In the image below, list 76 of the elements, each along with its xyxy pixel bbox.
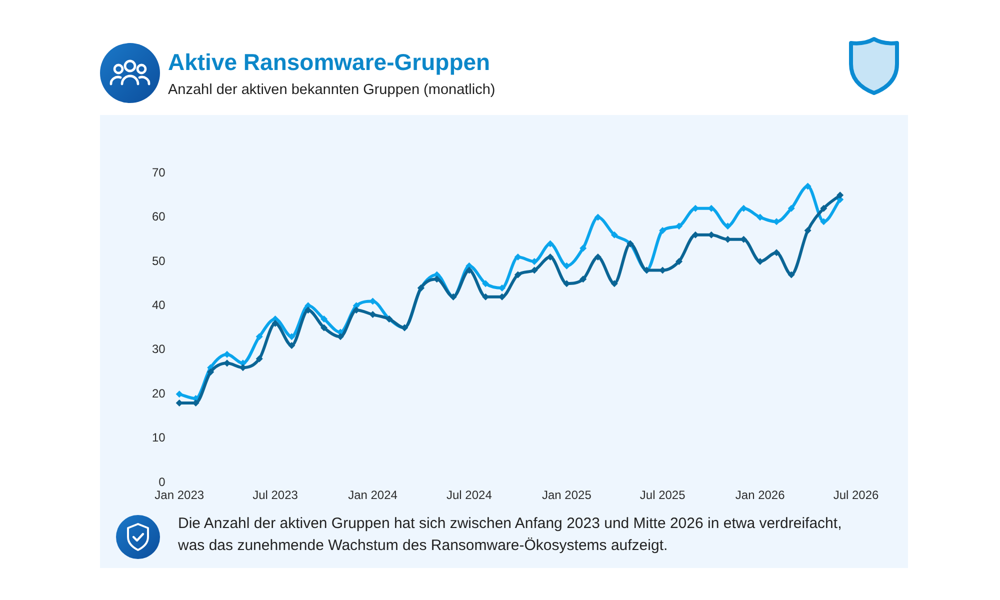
point bbox=[546, 254, 554, 260]
point bbox=[594, 254, 602, 260]
point bbox=[320, 324, 328, 332]
point bbox=[804, 227, 812, 234]
x-tick-label: Jul 2025 bbox=[640, 488, 686, 502]
point bbox=[546, 240, 554, 248]
point bbox=[676, 258, 682, 265]
y-tick-label: 70 bbox=[152, 165, 166, 180]
point bbox=[498, 294, 506, 300]
point bbox=[724, 222, 732, 230]
point bbox=[498, 284, 506, 292]
point bbox=[288, 342, 295, 349]
x-tick-label: Jul 2023 bbox=[252, 488, 298, 502]
y-tick-label: 20 bbox=[152, 386, 166, 400]
y-tick-label: 30 bbox=[152, 342, 166, 356]
point bbox=[563, 280, 570, 287]
point bbox=[514, 271, 522, 278]
point bbox=[708, 205, 715, 212]
y-tick-label: 40 bbox=[152, 298, 166, 312]
point bbox=[240, 360, 246, 366]
point bbox=[788, 205, 795, 212]
point bbox=[207, 368, 214, 376]
point bbox=[756, 258, 764, 265]
point bbox=[676, 222, 682, 230]
point bbox=[756, 214, 764, 221]
point bbox=[820, 218, 827, 225]
point bbox=[531, 267, 538, 274]
point bbox=[580, 244, 586, 252]
point bbox=[659, 267, 666, 274]
point bbox=[256, 333, 263, 340]
chart-subtitle: Anzahl der aktiven bekannten Gruppen (monatlich) bbox=[168, 81, 496, 99]
point bbox=[531, 258, 538, 265]
x-tick-label: Jan 2024 bbox=[348, 488, 398, 502]
x-tick-label: Jul 2024 bbox=[446, 488, 492, 502]
point bbox=[176, 390, 183, 398]
x-tick-label: Jan 2026 bbox=[735, 488, 786, 502]
point bbox=[272, 320, 279, 327]
x-tick-label: Jan 2025 bbox=[542, 488, 592, 502]
point bbox=[256, 355, 263, 362]
point bbox=[611, 232, 618, 238]
y-tick-label: 50 bbox=[152, 254, 166, 268]
point bbox=[353, 306, 360, 314]
point bbox=[224, 360, 230, 366]
point bbox=[740, 205, 747, 212]
point bbox=[369, 311, 376, 318]
point bbox=[337, 333, 344, 340]
y-tick-label: 60 bbox=[152, 210, 166, 224]
point bbox=[288, 333, 295, 340]
text: Die Anzahl der aktiven Gruppen hat sich zwischen Anfang 2023 und Mitte 2026 in etwa verdreifacht, was das zunehmende Wachstum des Ransomware-Ökosystems aufzeigt. bbox=[178, 514, 843, 556]
y-tick-label: 10 bbox=[152, 430, 166, 445]
point bbox=[563, 262, 570, 270]
point bbox=[773, 249, 780, 256]
point bbox=[482, 294, 489, 300]
point bbox=[692, 205, 699, 212]
x-tick-label: Jan 2023 bbox=[154, 488, 204, 502]
point bbox=[788, 271, 795, 278]
point bbox=[434, 276, 440, 282]
point bbox=[482, 280, 489, 287]
point bbox=[224, 351, 230, 358]
point bbox=[708, 232, 715, 238]
point bbox=[304, 306, 312, 314]
point bbox=[836, 192, 844, 198]
point bbox=[611, 280, 618, 287]
chart-title: Aktive Ransomware-Gruppen bbox=[168, 48, 490, 76]
y-tick-label: 0 bbox=[158, 474, 166, 489]
point bbox=[820, 205, 827, 212]
point bbox=[320, 316, 328, 322]
point bbox=[466, 267, 472, 274]
point bbox=[514, 254, 522, 260]
x-tick-label: Jul 2026 bbox=[833, 488, 880, 502]
point bbox=[692, 232, 699, 238]
point bbox=[659, 227, 666, 234]
point bbox=[804, 182, 812, 190]
point bbox=[740, 236, 747, 243]
point bbox=[580, 276, 586, 282]
point bbox=[594, 214, 602, 221]
